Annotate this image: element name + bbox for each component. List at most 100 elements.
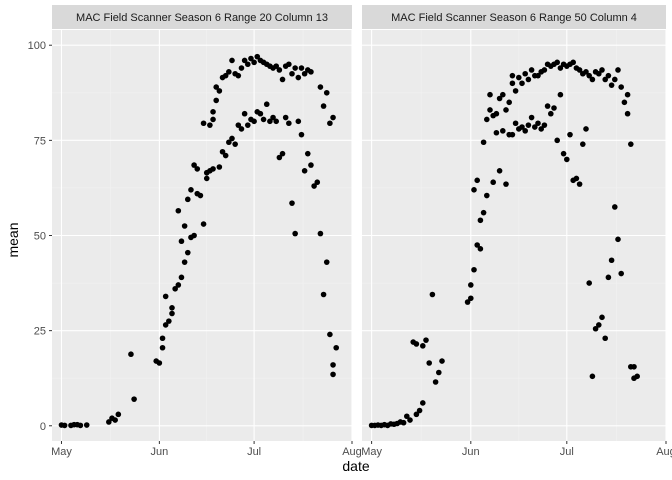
data-point [330,371,336,378]
data-point [621,99,628,106]
data-point [605,274,612,281]
data-point [191,232,197,239]
data-point [631,363,637,370]
data-point [503,181,509,187]
data-point [159,344,166,351]
data-point [210,109,216,115]
data-point [413,341,420,347]
data-point [330,114,336,121]
data-point [580,141,586,147]
data-point [509,72,516,79]
data-point [175,207,182,214]
data-point [178,238,185,245]
data-point [493,129,500,136]
data-point [605,72,612,79]
data-point [599,314,605,321]
data-point [500,91,506,98]
data-point [276,67,283,73]
data-point [279,150,286,157]
data-point [257,110,264,117]
data-point [226,69,232,75]
data-point [416,407,423,414]
data-point [436,369,442,376]
data-point [244,61,251,68]
data-point [175,282,182,288]
data-point [429,291,436,298]
data-point [480,139,487,146]
data-point [468,282,474,288]
data-point [260,116,267,123]
data-point [432,379,439,385]
x-tick-label: May [361,446,382,458]
data-point [222,152,229,159]
x-tick-label: May [51,446,72,458]
data-point [216,88,223,94]
data-point [292,65,298,71]
data-point [232,141,238,147]
data-point [282,114,289,121]
data-point [286,61,292,68]
data-point [200,120,207,127]
data-point [548,110,554,117]
data-point [612,204,618,210]
data-point [172,285,178,292]
data-point [634,373,640,380]
data-point [210,166,216,172]
data-point [128,351,134,358]
x-tick-label: Jun [150,446,168,458]
y-tick-label: 75 [34,135,46,147]
x-tick-label: Aug [342,446,362,458]
data-point [276,154,283,161]
data-point [576,67,583,73]
data-point [295,74,302,81]
data-point [188,187,194,193]
data-point [608,257,615,264]
data-point [184,196,191,203]
data-point [487,91,493,98]
data-point [535,120,541,127]
data-point [308,162,314,168]
data-point [106,419,112,425]
data-point [169,310,175,317]
data-point [624,110,631,117]
data-point [131,396,137,402]
data-point [519,80,525,87]
data-point [512,120,519,127]
data-point [207,122,213,128]
facet-strip [362,5,666,29]
data-point [267,118,273,125]
data-point [474,242,481,248]
data-point [576,181,583,187]
data-point [512,88,519,94]
data-point [541,122,548,128]
data-point [226,139,232,146]
data-point [554,137,560,144]
data-point [270,114,276,121]
data-point [241,110,248,117]
data-point [178,274,185,281]
data-point [301,70,308,77]
data-point [292,230,298,237]
data-point [289,70,295,77]
data-point [166,318,172,324]
data-point [506,99,512,106]
data-point [320,291,327,298]
data-point [474,177,481,184]
data-point [589,76,596,83]
data-point [317,230,324,237]
data-point [554,59,560,66]
data-point [301,168,308,174]
data-point [320,103,327,109]
data-point [583,69,589,75]
data-point [592,325,599,332]
data-point [586,280,592,286]
data-point [468,295,474,302]
data-point [560,150,567,157]
data-point [509,80,516,87]
x-tick-label: Jul [247,446,261,458]
data-point [564,156,570,163]
facet-strip [52,5,352,29]
data-point [235,72,242,79]
data-point [612,76,618,83]
